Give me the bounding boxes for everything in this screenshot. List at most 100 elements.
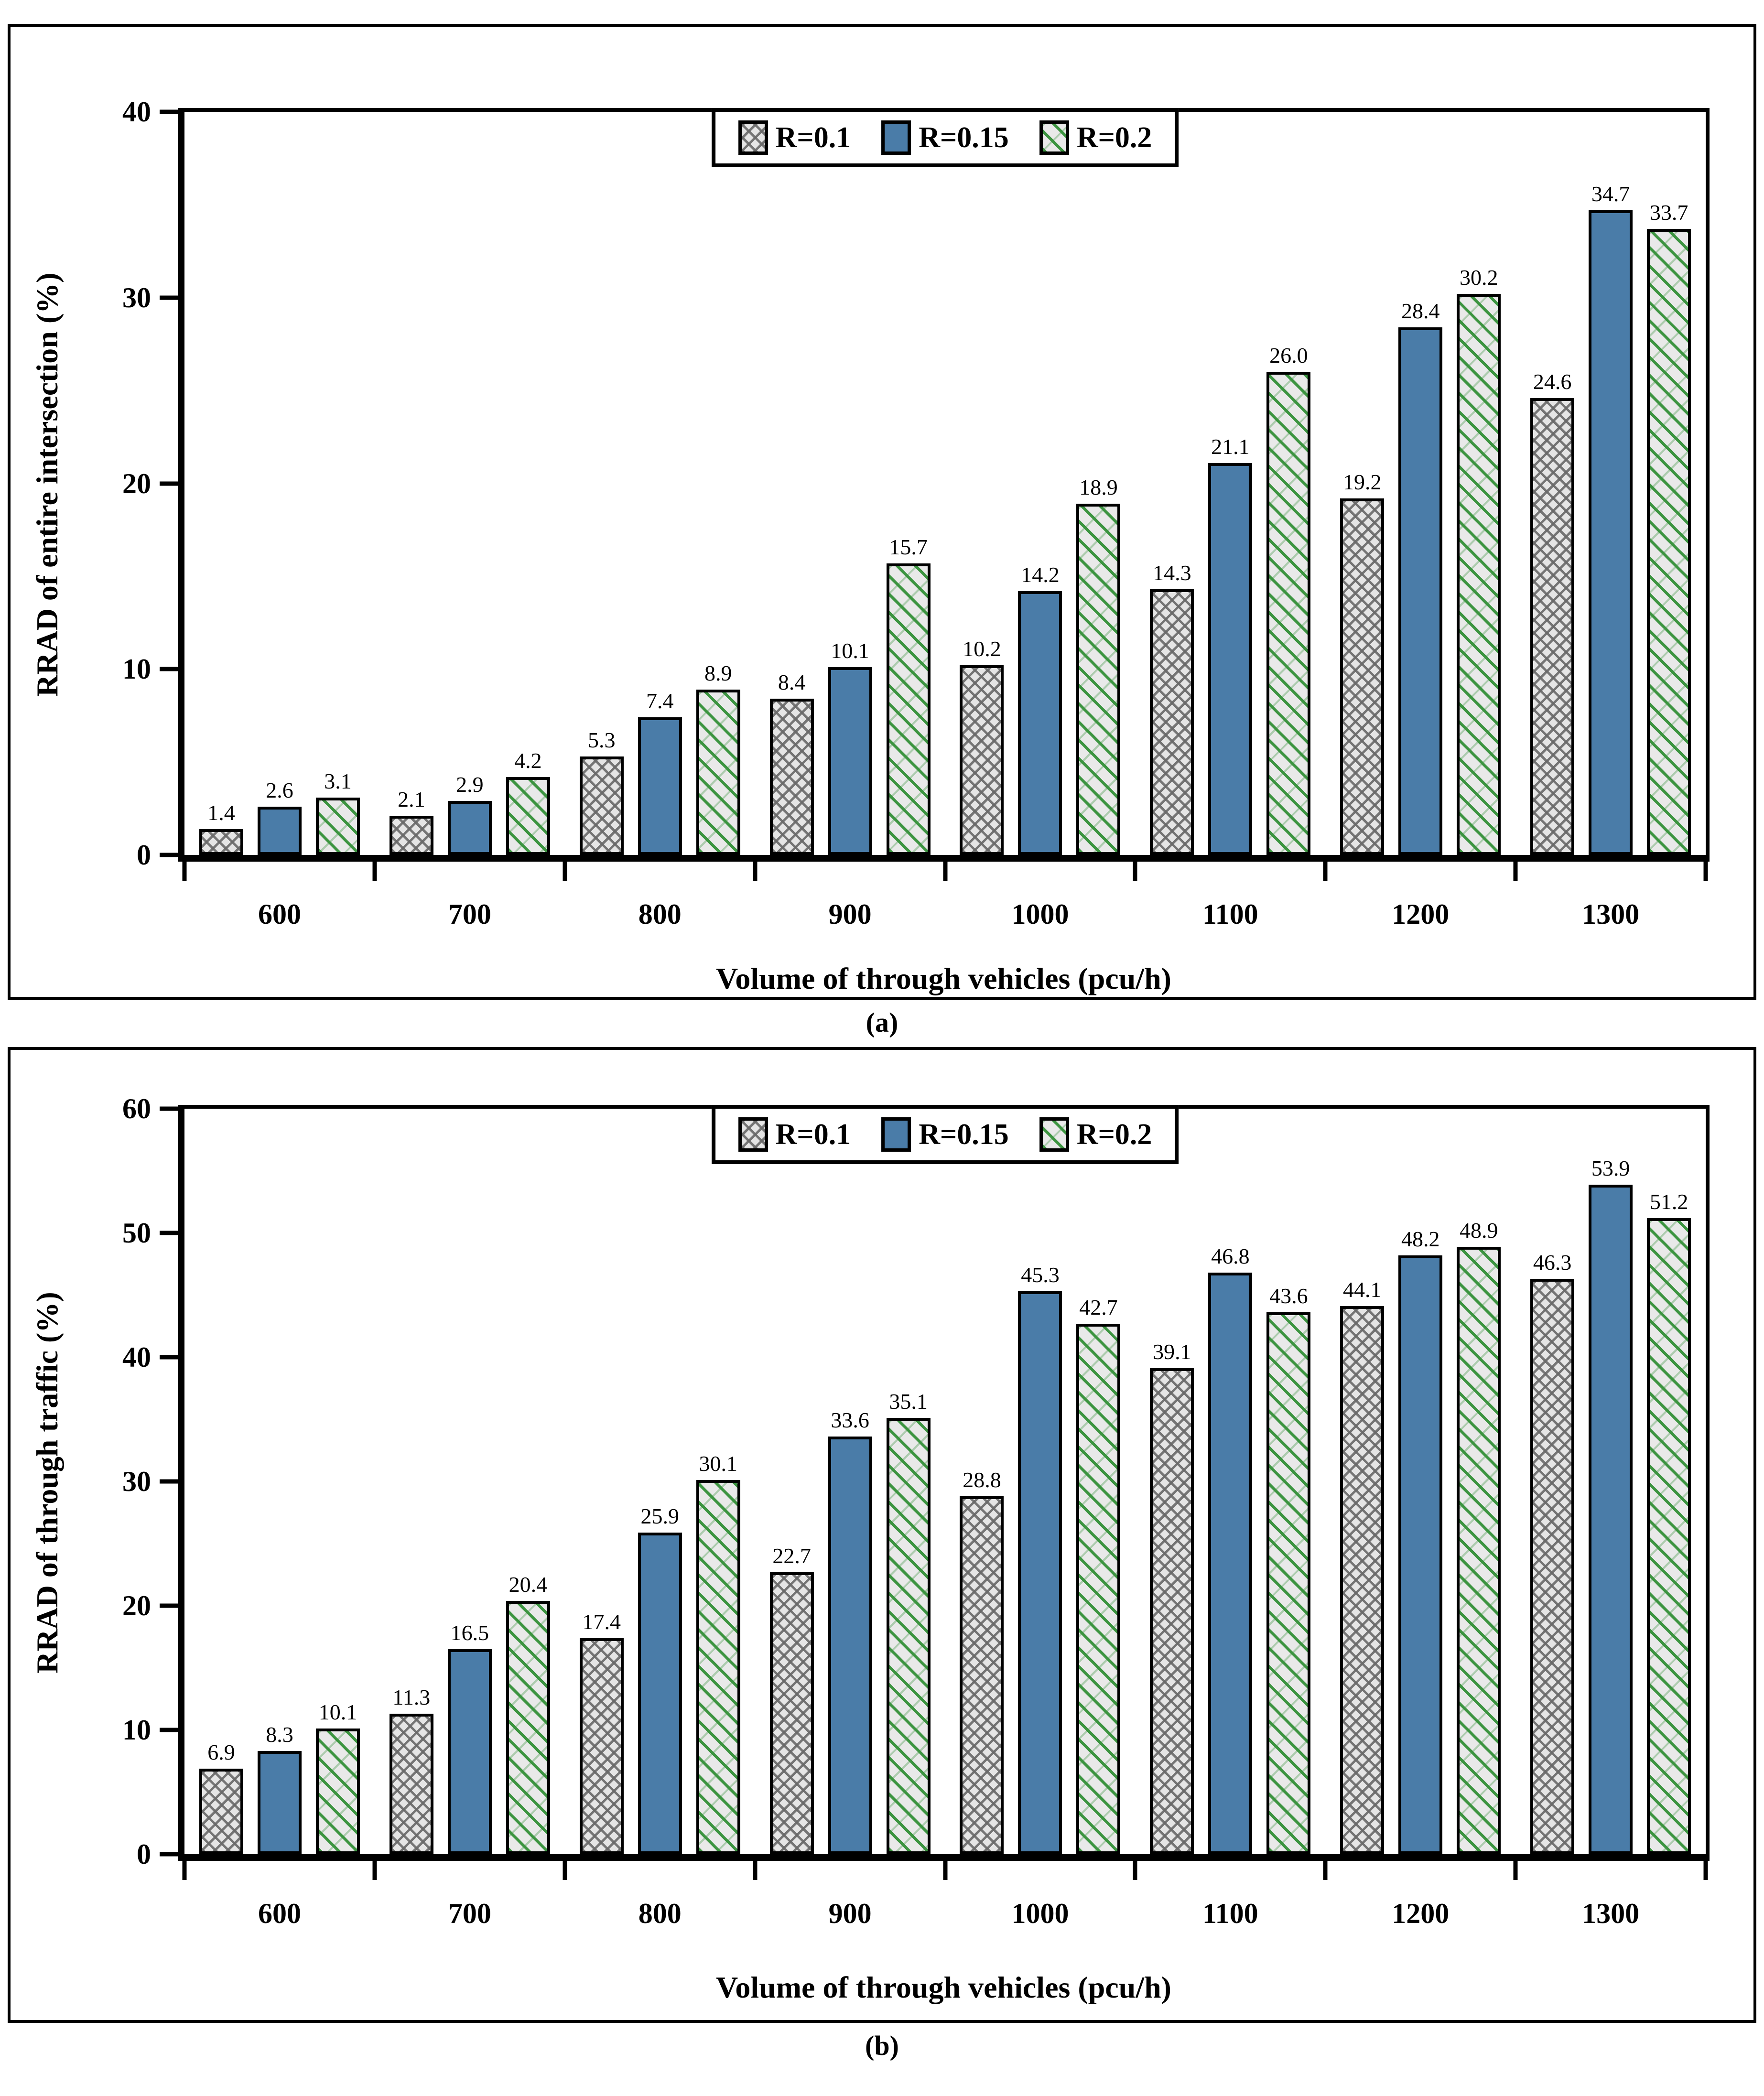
legend-swatch-r01-icon xyxy=(738,1117,768,1152)
y-axis-tick xyxy=(160,1728,178,1732)
bar-value-label: 18.9 xyxy=(1079,475,1118,500)
bar-1300-R=0.2: 33.7 xyxy=(1647,200,1691,855)
bar-value-label: 28.8 xyxy=(963,1468,1001,1492)
bar-value-label: 45.3 xyxy=(1021,1263,1060,1287)
bar-1300-R=0.1: 24.6 xyxy=(1530,369,1575,855)
bar-group-900: 8.4 10.1 15.7 xyxy=(755,112,945,855)
bar-600-R=0.1: 6.9 xyxy=(199,1740,243,1854)
bar-value-label: 3.1 xyxy=(324,768,352,793)
bar-value-label: 46.8 xyxy=(1211,1244,1250,1269)
y-axis-tick xyxy=(160,295,178,300)
bars-a: 1.4 2.6 3.1 2.1 2.9 4.2 5.3 7.4 8.9 8.4 10.1 15.7 10… xyxy=(184,112,1706,855)
bar-1000-R=0.15: 45.3 xyxy=(1018,1263,1062,1854)
y-axis-tick-label: 0 xyxy=(137,1838,151,1870)
legend-swatch-r015-icon xyxy=(881,1117,911,1152)
bar-value-label: 46.3 xyxy=(1533,1250,1572,1275)
bar-value-label: 51.2 xyxy=(1649,1189,1688,1214)
bar-group-1100: 39.1 46.8 43.6 xyxy=(1135,1109,1325,1854)
bar-value-label: 20.4 xyxy=(509,1572,548,1597)
bar-value-label: 25.9 xyxy=(640,1503,679,1528)
x-axis-tick-label: 1200 xyxy=(1392,898,1450,930)
bar-1200-R=0.1: 44.1 xyxy=(1340,1277,1385,1854)
bar-value-label: 30.1 xyxy=(699,1451,737,1476)
bar-1000-R=0.2: 18.9 xyxy=(1076,475,1121,855)
bar-value-label: 22.7 xyxy=(772,1543,811,1568)
y-axis-tick xyxy=(160,1479,178,1484)
bar-value-label: 43.6 xyxy=(1269,1284,1308,1308)
bar-800-R=0.2: 30.1 xyxy=(696,1451,740,1854)
legend-item: R=0.1 xyxy=(738,120,851,155)
bar-value-label: 33.6 xyxy=(831,1408,869,1433)
x-axis-labels: 600 700 800 900 1000 1100 1200 1300 xyxy=(184,1897,1706,1930)
x-axis-tick xyxy=(1513,1861,1518,1880)
x-axis-tick-label: 1200 xyxy=(1392,1898,1450,1929)
legend-label: R=0.1 xyxy=(775,121,851,154)
x-axis-tick-label: 1300 xyxy=(1582,898,1640,930)
x-axis-tick-label: 700 xyxy=(448,898,491,930)
legend-a: R=0.1 R=0.15 R=0.2 xyxy=(711,108,1179,167)
bar-1200-R=0.2: 48.9 xyxy=(1457,1218,1501,1854)
bar-value-label: 35.1 xyxy=(889,1389,928,1414)
bar-group-900: 22.7 33.6 35.1 xyxy=(755,1109,945,1854)
bar-group-800: 5.3 7.4 8.9 xyxy=(565,112,755,855)
bar-value-label: 10.1 xyxy=(831,638,869,663)
x-axis-tick xyxy=(1513,862,1518,881)
bar-group-800: 17.4 25.9 30.1 xyxy=(565,1109,755,1854)
bar-1300-R=0.2: 51.2 xyxy=(1647,1189,1691,1854)
bar-1200-R=0.15: 48.2 xyxy=(1398,1227,1443,1854)
bar-value-label: 44.1 xyxy=(1342,1277,1382,1302)
y-axis-title-b: RRAD of through traffic (%) xyxy=(30,1292,64,1674)
plot-area-b: R=0.1 R=0.15 R=0.2 6.9 8.3 10.1 11.3 16.5 20.… xyxy=(122,1094,1710,1929)
x-axis-tick xyxy=(372,862,377,881)
x-axis-tick-label: 900 xyxy=(828,1898,872,1929)
x-axis-title-b: Volume of through vehicles (pcu/h) xyxy=(716,1970,1171,2004)
y-axis-tick-label: 30 xyxy=(122,1466,151,1497)
x-axis-tick xyxy=(182,1861,187,1880)
bar-value-label: 8.3 xyxy=(266,1722,293,1747)
x-axis-tick xyxy=(943,1861,947,1880)
bar-800-R=0.1: 5.3 xyxy=(579,728,624,855)
bar-1300-R=0.15: 34.7 xyxy=(1589,182,1633,855)
bar-group-1200: 19.2 28.4 30.2 xyxy=(1325,112,1515,855)
x-axis-tick xyxy=(1323,862,1328,881)
bar-1100-R=0.15: 21.1 xyxy=(1208,434,1253,855)
y-axis-title-a: RRAD of entire intersection (%) xyxy=(30,272,64,697)
bar-700-R=0.1: 11.3 xyxy=(389,1685,433,1854)
bar-value-label: 26.0 xyxy=(1269,343,1308,368)
x-axis-tick xyxy=(182,862,187,881)
x-axis-tick-label: 600 xyxy=(258,1898,301,1929)
x-axis-tick xyxy=(753,862,758,881)
bar-700-R=0.2: 20.4 xyxy=(506,1572,550,1854)
legend-item: R=0.2 xyxy=(1039,1117,1152,1152)
x-axis-title-a: Volume of through vehicles (pcu/h) xyxy=(716,962,1171,995)
bar-group-700: 2.1 2.9 4.2 xyxy=(375,112,565,855)
bar-1000-R=0.1: 10.2 xyxy=(960,637,1004,855)
bar-600-R=0.15: 8.3 xyxy=(257,1722,302,1854)
bars-b: 6.9 8.3 10.1 11.3 16.5 20.4 17.4 25.9 30.1 22.7 33… xyxy=(184,1109,1706,1854)
caption-a: (a) xyxy=(866,1007,898,1038)
bar-value-label: 48.2 xyxy=(1401,1226,1440,1251)
bar-group-1100: 14.3 21.1 26.0 xyxy=(1135,112,1325,855)
legend-item: R=0.1 xyxy=(738,1117,851,1152)
legend-label: R=0.15 xyxy=(919,121,1009,154)
bar-value-label: 30.2 xyxy=(1459,265,1498,290)
legend-swatch-r02-icon xyxy=(1039,120,1069,155)
bar-value-label: 1.4 xyxy=(207,800,235,825)
y-axis-tick xyxy=(160,109,178,114)
legend-swatch-r01-icon xyxy=(738,120,768,155)
bar-value-label: 28.4 xyxy=(1401,298,1440,323)
bar-600-R=0.2: 10.1 xyxy=(315,1700,360,1854)
y-axis-tick xyxy=(160,481,178,486)
bar-1000-R=0.1: 28.8 xyxy=(960,1468,1004,1854)
bar-900-R=0.1: 8.4 xyxy=(769,670,814,855)
bar-group-1300: 46.3 53.9 51.2 xyxy=(1515,1109,1706,1854)
bar-group-600: 6.9 8.3 10.1 xyxy=(184,1109,375,1854)
y-axis-tick xyxy=(160,853,178,857)
bar-value-label: 24.6 xyxy=(1533,369,1572,394)
legend-b: R=0.1 R=0.15 R=0.2 xyxy=(711,1105,1179,1164)
bar-700-R=0.1: 2.1 xyxy=(389,787,433,855)
legend-label: R=0.15 xyxy=(919,1118,1009,1151)
legend-label: R=0.2 xyxy=(1076,121,1152,154)
bar-600-R=0.15: 2.6 xyxy=(257,778,302,855)
x-axis-tick xyxy=(372,1861,377,1880)
